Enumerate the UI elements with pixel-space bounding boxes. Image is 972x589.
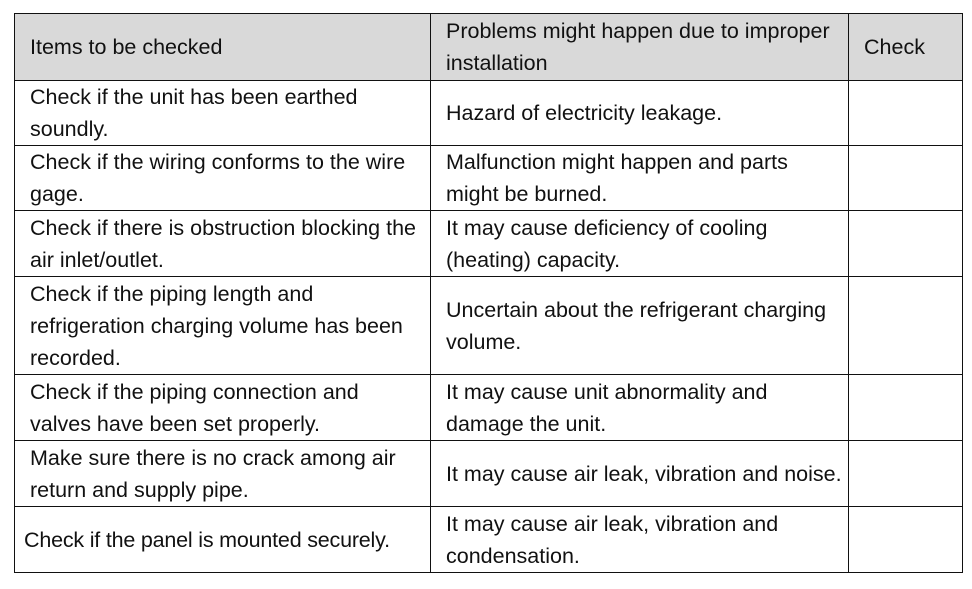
item-cell: Check if the wiring conforms to the wire…	[14, 145, 431, 211]
table-row: Check if the wiring conforms to the wire…	[14, 145, 963, 211]
item-cell: Make sure there is no crack among air re…	[14, 440, 431, 507]
problem-cell: Uncertain about the refrigerant charging…	[430, 276, 849, 375]
header-items: Items to be checked	[14, 13, 431, 81]
installation-checklist-table: Items to be checked Problems might happe…	[14, 13, 963, 573]
item-cell: Check if the piping connection and valve…	[14, 374, 431, 441]
table-row: Check if the unit has been earthed sound…	[14, 80, 963, 146]
item-cell: Check if the unit has been earthed sound…	[14, 80, 431, 146]
check-cell[interactable]	[848, 80, 963, 146]
check-cell[interactable]	[848, 374, 963, 441]
table-row: Check if there is obstruction blocking t…	[14, 210, 963, 277]
table-row: Check if the piping length and refrigera…	[14, 276, 963, 375]
problem-cell: It may cause deficiency of cooling (heat…	[430, 210, 849, 277]
check-cell[interactable]	[848, 210, 963, 277]
header-row: Items to be checked Problems might happe…	[14, 13, 963, 81]
problem-cell: It may cause air leak, vibration and con…	[430, 506, 849, 573]
table-row: Check if the piping connection and valve…	[14, 374, 963, 441]
problem-cell: It may cause air leak, vibration and noi…	[430, 440, 849, 507]
check-cell[interactable]	[848, 506, 963, 573]
header-problems: Problems might happen due to improper in…	[430, 13, 849, 81]
table-row: Make sure there is no crack among air re…	[14, 440, 963, 507]
table-row: Check if the panel is mounted securely. …	[14, 506, 963, 573]
problem-cell: Malfunction might happen and parts might…	[430, 145, 849, 211]
check-cell[interactable]	[848, 145, 963, 211]
item-cell: Check if there is obstruction blocking t…	[14, 210, 431, 277]
problem-cell: Hazard of electricity leakage.	[430, 80, 849, 146]
problem-cell: It may cause unit abnormality and damage…	[430, 374, 849, 441]
item-cell: Check if the piping length and refrigera…	[14, 276, 431, 375]
check-cell[interactable]	[848, 440, 963, 507]
header-check: Check	[848, 13, 963, 81]
check-cell[interactable]	[848, 276, 963, 375]
item-cell: Check if the panel is mounted securely.	[14, 506, 431, 573]
